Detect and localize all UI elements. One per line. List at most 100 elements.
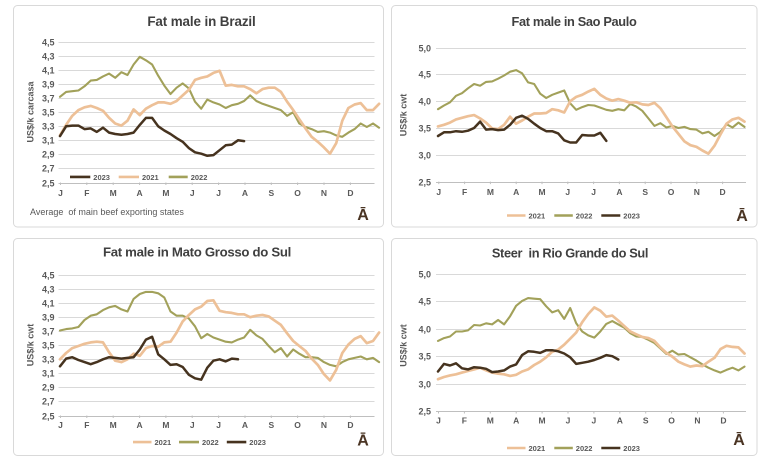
svg-text:2021: 2021 bbox=[142, 173, 159, 182]
svg-text:J: J bbox=[592, 415, 597, 425]
svg-text:M: M bbox=[487, 415, 494, 425]
svg-text:O: O bbox=[668, 415, 675, 425]
svg-text:3,5: 3,5 bbox=[418, 351, 431, 361]
svg-text:3,3: 3,3 bbox=[41, 354, 54, 364]
svg-text:2023: 2023 bbox=[93, 173, 110, 182]
svg-text:3,7: 3,7 bbox=[41, 326, 54, 336]
svg-text:F: F bbox=[462, 187, 467, 197]
svg-text:D: D bbox=[720, 415, 726, 425]
svg-text:2,5: 2,5 bbox=[41, 411, 54, 421]
svg-text:J: J bbox=[58, 188, 63, 198]
svg-text:A: A bbox=[136, 420, 142, 430]
svg-text:M: M bbox=[487, 187, 494, 197]
svg-text:Ā: Ā bbox=[357, 430, 369, 449]
svg-text:A: A bbox=[617, 415, 623, 425]
svg-text:J: J bbox=[216, 420, 221, 430]
svg-text:Fat male in Brazil: Fat male in Brazil bbox=[147, 14, 255, 29]
svg-text:4,0: 4,0 bbox=[418, 97, 431, 107]
svg-text:S: S bbox=[268, 420, 274, 430]
svg-text:J: J bbox=[591, 187, 596, 197]
svg-text:M: M bbox=[109, 188, 116, 198]
svg-text:2,9: 2,9 bbox=[41, 382, 54, 392]
svg-text:Ā: Ā bbox=[357, 205, 369, 224]
svg-text:F: F bbox=[84, 188, 89, 198]
svg-text:4,0: 4,0 bbox=[418, 324, 431, 334]
svg-text:M: M bbox=[162, 188, 169, 198]
svg-text:2022: 2022 bbox=[576, 444, 593, 453]
svg-text:N: N bbox=[320, 188, 326, 198]
svg-text:5,0: 5,0 bbox=[418, 269, 431, 279]
svg-text:J: J bbox=[436, 415, 441, 425]
svg-text:J: J bbox=[189, 420, 194, 430]
svg-text:F: F bbox=[462, 415, 467, 425]
svg-text:3,9: 3,9 bbox=[41, 312, 54, 322]
svg-text:N: N bbox=[694, 187, 700, 197]
svg-text:Average of main beef exportin: Average of main beef exporting states bbox=[30, 207, 184, 217]
svg-text:2023: 2023 bbox=[623, 212, 640, 221]
svg-text:2021: 2021 bbox=[154, 438, 171, 447]
svg-text:2021: 2021 bbox=[529, 444, 546, 453]
svg-text:Ā: Ā bbox=[736, 206, 748, 225]
svg-text:3,5: 3,5 bbox=[41, 108, 54, 118]
svg-text:N: N bbox=[694, 415, 700, 425]
svg-text:3,5: 3,5 bbox=[41, 340, 54, 350]
svg-text:2023: 2023 bbox=[623, 444, 640, 453]
svg-text:3,5: 3,5 bbox=[418, 124, 431, 134]
svg-text:4,1: 4,1 bbox=[41, 298, 54, 308]
svg-text:3,0: 3,0 bbox=[418, 379, 431, 389]
svg-text:D: D bbox=[347, 188, 353, 198]
svg-text:M: M bbox=[162, 420, 169, 430]
svg-text:3,9: 3,9 bbox=[41, 80, 54, 90]
svg-text:3,1: 3,1 bbox=[41, 368, 54, 378]
svg-text:3,1: 3,1 bbox=[41, 136, 54, 146]
svg-text:O: O bbox=[294, 420, 301, 430]
svg-text:3,0: 3,0 bbox=[418, 151, 431, 161]
svg-text:2,5: 2,5 bbox=[418, 178, 431, 188]
svg-text:2,7: 2,7 bbox=[41, 396, 54, 406]
svg-text:2022: 2022 bbox=[190, 173, 207, 182]
svg-text:S: S bbox=[268, 188, 274, 198]
svg-text:3,3: 3,3 bbox=[41, 122, 54, 132]
svg-text:O: O bbox=[294, 188, 301, 198]
svg-text:O: O bbox=[668, 187, 675, 197]
svg-text:Fat male in Sao Paulo: Fat male in Sao Paulo bbox=[512, 14, 637, 29]
svg-text:N: N bbox=[320, 420, 326, 430]
svg-text:M: M bbox=[109, 420, 116, 430]
svg-text:Fat male in Mato Grosso do Sul: Fat male in Mato Grosso do Sul bbox=[102, 244, 290, 259]
svg-text:4,3: 4,3 bbox=[41, 284, 54, 294]
svg-text:J: J bbox=[436, 187, 441, 197]
svg-text:2,9: 2,9 bbox=[41, 150, 54, 160]
svg-text:J: J bbox=[565, 187, 570, 197]
svg-text:4,3: 4,3 bbox=[41, 52, 54, 62]
svg-text:M: M bbox=[538, 187, 545, 197]
svg-text:2022: 2022 bbox=[202, 438, 219, 447]
svg-text:US$/k cwt: US$/k cwt bbox=[399, 94, 409, 137]
svg-text:Ā: Ā bbox=[733, 430, 745, 449]
svg-text:3,7: 3,7 bbox=[41, 94, 54, 104]
svg-text:A: A bbox=[513, 187, 519, 197]
svg-text:Steer in Rio Grande do Sul: Steer in Rio Grande do Sul bbox=[492, 245, 648, 260]
svg-text:S: S bbox=[642, 187, 648, 197]
svg-text:4,1: 4,1 bbox=[41, 66, 54, 76]
svg-text:US$/k carcasa: US$/k carcasa bbox=[25, 80, 35, 142]
svg-text:4,5: 4,5 bbox=[418, 70, 431, 80]
svg-text:M: M bbox=[539, 415, 546, 425]
svg-text:A: A bbox=[136, 188, 142, 198]
svg-text:A: A bbox=[513, 415, 519, 425]
svg-text:2,5: 2,5 bbox=[418, 406, 431, 416]
svg-text:A: A bbox=[616, 187, 622, 197]
svg-text:4,5: 4,5 bbox=[41, 270, 54, 280]
svg-text:4,5: 4,5 bbox=[41, 38, 54, 48]
svg-text:2,7: 2,7 bbox=[41, 164, 54, 174]
svg-text:J: J bbox=[58, 420, 63, 430]
svg-text:S: S bbox=[643, 415, 649, 425]
svg-text:4,5: 4,5 bbox=[418, 296, 431, 306]
svg-text:2021: 2021 bbox=[529, 212, 546, 221]
svg-text:J: J bbox=[566, 415, 571, 425]
svg-text:A: A bbox=[241, 188, 247, 198]
svg-text:5,0: 5,0 bbox=[418, 44, 431, 54]
svg-text:2022: 2022 bbox=[576, 212, 593, 221]
svg-text:US$/k cwt: US$/k cwt bbox=[25, 323, 35, 366]
svg-text:F: F bbox=[84, 420, 89, 430]
svg-text:D: D bbox=[347, 420, 353, 430]
